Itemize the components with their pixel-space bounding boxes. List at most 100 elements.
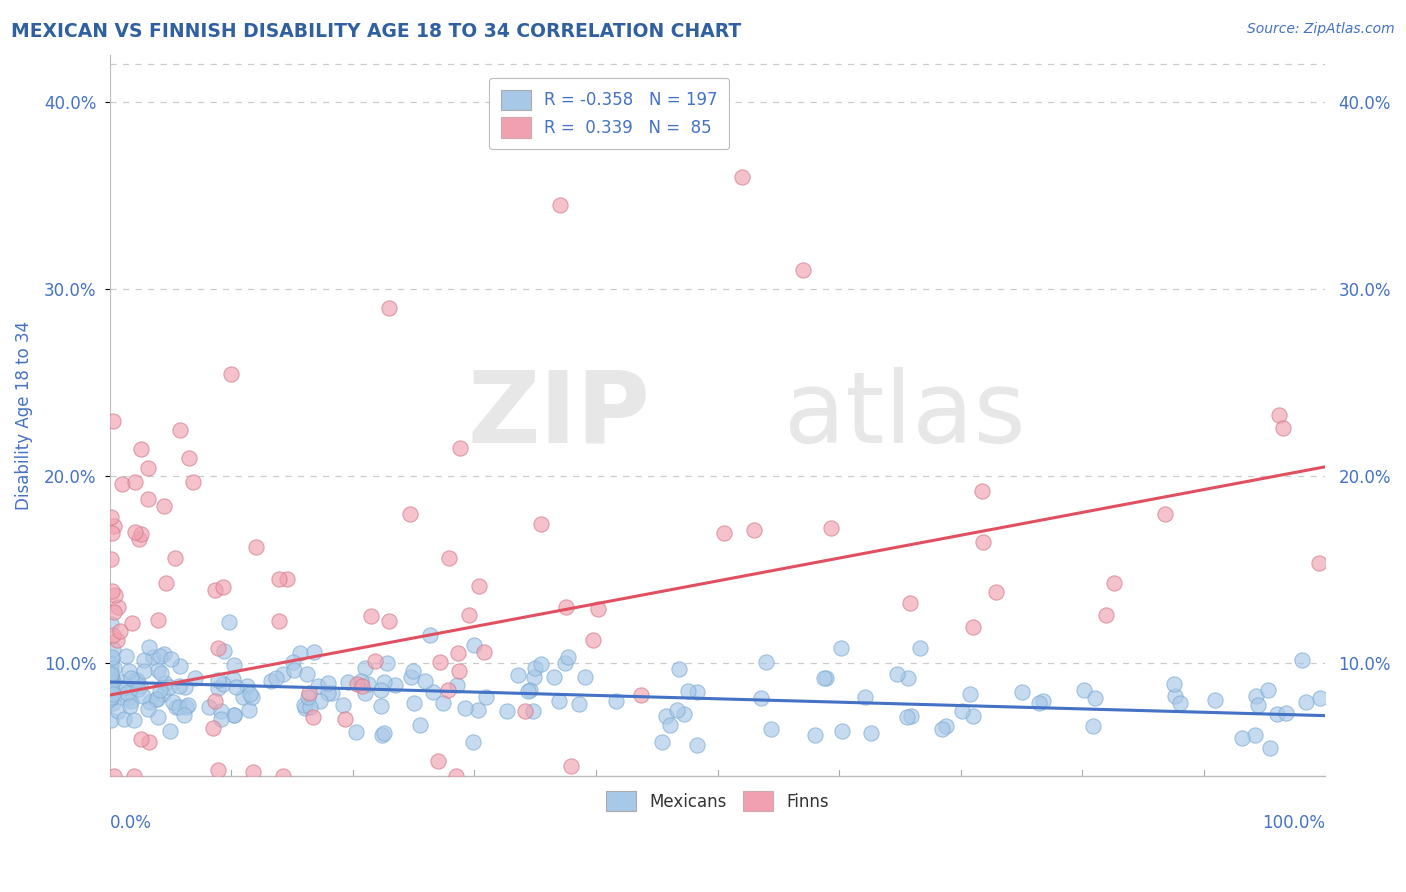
Point bbox=[260, 673, 283, 688]
Point bbox=[972, 534, 994, 549]
Point bbox=[1258, 741, 1281, 756]
Point bbox=[447, 664, 470, 678]
Point bbox=[496, 704, 519, 718]
Point bbox=[271, 667, 294, 681]
Point bbox=[970, 484, 993, 499]
Point bbox=[1032, 694, 1054, 708]
Point bbox=[962, 619, 984, 633]
Point bbox=[197, 700, 219, 714]
Point bbox=[792, 263, 814, 277]
Point bbox=[118, 665, 141, 679]
Point bbox=[685, 684, 707, 698]
Point bbox=[100, 692, 122, 706]
Point bbox=[100, 681, 122, 695]
Point bbox=[169, 658, 191, 673]
Point bbox=[1309, 690, 1331, 705]
Point bbox=[350, 679, 373, 693]
Point bbox=[574, 670, 596, 684]
Point bbox=[124, 673, 146, 688]
Point bbox=[582, 633, 605, 648]
Point bbox=[221, 368, 243, 382]
Point bbox=[446, 768, 468, 782]
Point bbox=[103, 661, 125, 675]
Point bbox=[136, 491, 159, 506]
Text: Source: ZipAtlas.com: Source: ZipAtlas.com bbox=[1247, 22, 1395, 37]
Point bbox=[1204, 693, 1226, 707]
Point bbox=[307, 679, 329, 693]
Point bbox=[100, 669, 122, 683]
Point bbox=[204, 694, 226, 708]
Point bbox=[666, 704, 689, 718]
Point bbox=[276, 573, 298, 587]
Point bbox=[288, 646, 311, 660]
Point bbox=[212, 644, 235, 658]
Point bbox=[100, 714, 122, 728]
Point bbox=[269, 573, 291, 587]
Point bbox=[935, 719, 957, 733]
Point bbox=[295, 666, 318, 681]
Point bbox=[112, 712, 135, 726]
Point bbox=[100, 690, 122, 705]
Point bbox=[266, 671, 288, 685]
Point bbox=[437, 682, 460, 697]
Point bbox=[117, 690, 139, 705]
Point bbox=[446, 677, 468, 691]
Point bbox=[523, 670, 546, 684]
Point bbox=[124, 524, 146, 539]
Point bbox=[221, 672, 243, 686]
Point bbox=[218, 615, 240, 630]
Point bbox=[146, 692, 169, 706]
Point bbox=[115, 648, 138, 663]
Point bbox=[1073, 682, 1095, 697]
Point bbox=[1274, 706, 1296, 721]
Point bbox=[173, 707, 195, 722]
Point bbox=[399, 670, 422, 684]
Point bbox=[232, 690, 254, 705]
Point bbox=[364, 654, 387, 668]
Point bbox=[1163, 677, 1185, 691]
Point bbox=[463, 638, 485, 652]
Point bbox=[404, 697, 426, 711]
Point bbox=[111, 674, 134, 689]
Point bbox=[429, 655, 451, 669]
Point bbox=[820, 521, 842, 535]
Point bbox=[517, 684, 540, 698]
Point bbox=[1084, 690, 1107, 705]
Point bbox=[1295, 695, 1317, 709]
Point bbox=[115, 686, 138, 700]
Point bbox=[224, 708, 246, 723]
Point bbox=[124, 768, 146, 782]
Point bbox=[676, 683, 699, 698]
Point bbox=[294, 698, 316, 712]
Point bbox=[212, 581, 235, 595]
Point bbox=[100, 672, 122, 686]
Point bbox=[508, 668, 530, 682]
Point bbox=[1291, 653, 1313, 667]
Point bbox=[149, 666, 172, 681]
Point bbox=[586, 601, 609, 615]
Point bbox=[446, 646, 468, 660]
Point bbox=[1011, 684, 1033, 698]
Point bbox=[413, 673, 436, 688]
Point bbox=[1247, 698, 1270, 712]
Point bbox=[125, 673, 148, 687]
Text: 0.0%: 0.0% bbox=[110, 814, 152, 832]
Point bbox=[353, 686, 375, 700]
Text: MEXICAN VS FINNISH DISABILITY AGE 18 TO 34 CORRELATION CHART: MEXICAN VS FINNISH DISABILITY AGE 18 TO … bbox=[11, 22, 741, 41]
Point bbox=[100, 552, 122, 566]
Point bbox=[122, 714, 145, 728]
Point bbox=[654, 708, 676, 723]
Point bbox=[900, 709, 922, 723]
Point bbox=[316, 686, 339, 700]
Point bbox=[815, 672, 838, 686]
Point bbox=[146, 664, 169, 678]
Point bbox=[523, 661, 546, 675]
Point bbox=[742, 523, 765, 537]
Point bbox=[166, 699, 188, 714]
Legend: Mexicans, Finns: Mexicans, Finns bbox=[596, 780, 839, 822]
Point bbox=[1081, 719, 1104, 733]
Point bbox=[731, 169, 754, 184]
Point bbox=[107, 704, 129, 718]
Point bbox=[101, 642, 124, 657]
Point bbox=[468, 579, 491, 593]
